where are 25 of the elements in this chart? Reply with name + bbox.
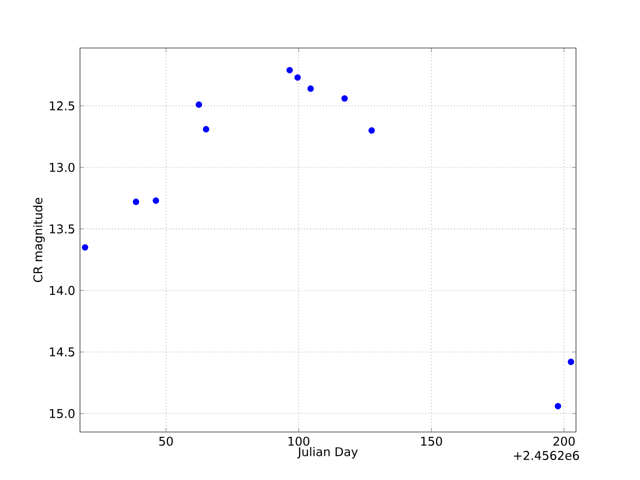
point bbox=[294, 74, 301, 81]
x-axis-title: Julian Day bbox=[297, 446, 358, 459]
y-tick-label: 13.5 bbox=[50, 224, 74, 234]
y-tick-label: 15.0 bbox=[50, 409, 74, 418]
y-axis-title: CR magnitude bbox=[33, 198, 45, 282]
point bbox=[202, 126, 210, 132]
point bbox=[286, 66, 293, 74]
point bbox=[132, 198, 140, 206]
point bbox=[568, 358, 574, 366]
y-tick-label: 14.5 bbox=[50, 348, 74, 356]
point bbox=[82, 244, 88, 251]
point bbox=[341, 95, 348, 102]
x-tick-label: 50 bbox=[159, 436, 173, 446]
point bbox=[307, 85, 314, 92]
x-tick-label: 100 bbox=[288, 436, 310, 446]
y-tick-label: 13.0 bbox=[50, 162, 74, 172]
x-tick-label: 150 bbox=[421, 436, 442, 446]
point bbox=[196, 101, 202, 108]
y-tick-label: 14.0 bbox=[50, 286, 74, 295]
point bbox=[368, 127, 375, 134]
y-tick-label: 12.5 bbox=[50, 101, 74, 110]
text: +2.4562e6 bbox=[514, 450, 579, 460]
x-tick-label: 200 bbox=[553, 436, 575, 446]
point bbox=[554, 402, 562, 410]
point bbox=[152, 197, 160, 204]
